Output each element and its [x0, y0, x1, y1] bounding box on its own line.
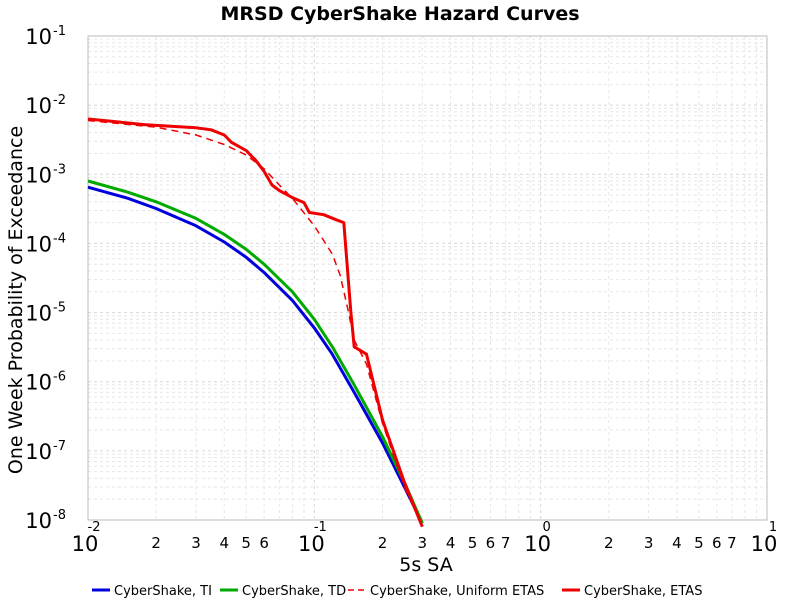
x-minor-tick-label: 4: [446, 534, 456, 552]
x-minor-tick-label: 5: [241, 534, 251, 552]
series-line-cybershake-etas: [87, 117, 424, 528]
y-tick-labels: 10-110-210-310-410-510-610-710-8: [25, 24, 66, 533]
y-tick-label: 10: [25, 232, 52, 256]
y-tick-exponent: -5: [53, 301, 66, 316]
y-tick-exponent: -7: [53, 439, 66, 454]
x-tick-label: 10: [298, 532, 325, 556]
y-tick-label: 10: [25, 163, 52, 187]
y-tick-label: 10: [25, 94, 52, 118]
x-minor-tick-label: 3: [644, 534, 654, 552]
series-line-cybershake-td: [87, 179, 424, 524]
x-tick-label: 10: [72, 532, 99, 556]
plot-area: [87, 35, 768, 521]
grid-lines: [87, 36, 767, 521]
y-tick-exponent: -6: [53, 370, 66, 385]
x-minor-tick-label: 5: [468, 534, 478, 552]
x-minor-tick-label: 6: [486, 534, 496, 552]
legend-label: CyberShake, TD: [242, 584, 346, 599]
x-minor-tick-label: 6: [259, 534, 269, 552]
y-tick-exponent: -4: [53, 231, 66, 246]
x-tick-exponent: -1: [314, 520, 327, 535]
x-tick-exponent: 1: [769, 520, 777, 535]
x-minor-tick-label: 7: [501, 534, 511, 552]
x-minor-tick-label: 2: [151, 534, 161, 552]
x-minor-tick-label: 7: [727, 534, 737, 552]
x-minor-tick-label: 4: [672, 534, 682, 552]
x-minor-tick-label: 2: [378, 534, 388, 552]
series-line-cybershake-ti: [87, 185, 424, 524]
x-tick-exponent: -2: [88, 520, 101, 535]
x-minor-tick-label: 3: [191, 534, 201, 552]
x-tick-label: 10: [524, 532, 551, 556]
legend-label: CyberShake, TI: [114, 584, 212, 599]
y-tick-label: 10: [25, 371, 52, 395]
x-minor-tick-label: 4: [219, 534, 229, 552]
y-tick-exponent: -3: [53, 162, 66, 177]
y-axis-label: One Week Probability of Exceedance: [5, 126, 27, 474]
y-tick-label: 10: [25, 302, 52, 326]
series-layer: [87, 117, 424, 528]
chart-title: MRSD CyberShake Hazard Curves: [220, 3, 579, 25]
x-minor-tick-label: 2: [604, 534, 614, 552]
x-tick-label: 10: [751, 532, 778, 556]
x-minor-tick-label: 3: [418, 534, 428, 552]
legend: CyberShake, TI CyberShake, TD CyberShake, …: [92, 584, 702, 599]
x-tick-exponent: 0: [543, 520, 551, 535]
y-tick-exponent: -8: [53, 508, 66, 523]
x-axis-label: 5s SA: [399, 554, 452, 576]
y-tick-label: 10: [25, 25, 52, 49]
y-tick-label: 10: [25, 440, 52, 464]
x-minor-tick-label: 6: [712, 534, 722, 552]
legend-label: CyberShake, Uniform ETAS: [370, 584, 544, 599]
x-minor-tick-label: 5: [694, 534, 704, 552]
y-tick-exponent: -1: [53, 24, 66, 39]
y-tick-label: 10: [25, 509, 52, 533]
y-tick-exponent: -2: [53, 93, 66, 108]
legend-label: CyberShake, ETAS: [584, 584, 702, 599]
